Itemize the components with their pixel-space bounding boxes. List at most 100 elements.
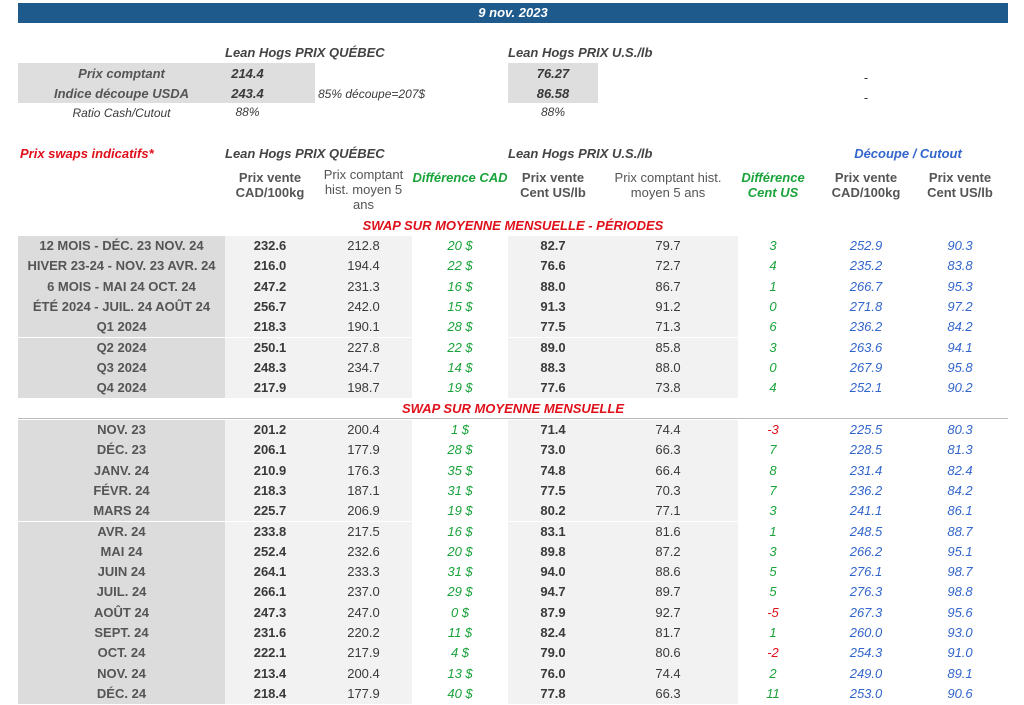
difference-us: 1 (769, 625, 777, 640)
table-row: JANV. 24 210.9 176.3 35 $ 74.8 66.4 8 231.4 82.4 (18, 460, 1008, 481)
hist-cash-us: 88.0 (598, 357, 738, 379)
summary-extra: - (863, 90, 869, 105)
cutout-cad: 253.0 (849, 685, 883, 701)
cutout-us: 89.1 (947, 665, 973, 681)
summary-note: 85% découpe=207$ (318, 87, 426, 101)
cutout-us: 81.3 (947, 442, 973, 458)
difference-cad: 16 $ (447, 278, 473, 294)
sell-price-us: 88.3 (508, 357, 598, 379)
sell-price-us: 87.9 (508, 602, 598, 623)
sell-price-cad: 256.7 (225, 296, 315, 318)
summary-quebec-title: Lean Hogs PRIX QUÉBEC (225, 45, 385, 60)
hist-cash-cad: 200.4 (315, 420, 412, 441)
sell-price-cad: 225.7 (225, 501, 315, 522)
cutout-cad: 231.4 (849, 462, 883, 478)
row-label: MARS 24 (18, 501, 225, 522)
hist-cash-us: 81.6 (598, 521, 738, 542)
cutout-us: 82.4 (947, 462, 973, 478)
table-row: JUIN 24 264.1 233.3 31 $ 94.0 88.6 5 276.1 98.7 (18, 562, 1008, 583)
difference-us: 3 (769, 503, 777, 519)
hist-cash-us: 85.8 (598, 337, 738, 358)
swaps-title: Prix swaps indicatifs* (20, 146, 154, 161)
difference-us: 1 (769, 523, 777, 539)
cutout-us: 80.3 (947, 422, 973, 437)
sell-price-us: 83.1 (508, 521, 598, 542)
hist-cash-cad: 237.0 (315, 582, 412, 603)
sell-price-us: 82.4 (508, 623, 598, 644)
summary-label: Prix comptant (78, 66, 165, 81)
row-label: JUIN 24 (18, 562, 225, 583)
table-row: JUIL. 24 266.1 237.0 29 $ 94.7 89.7 5 276.3 98.8 (18, 582, 1008, 603)
row-label: Q1 2024 (18, 317, 225, 338)
sell-price-cad: 252.4 (225, 541, 315, 563)
cutout-cad: 241.1 (849, 503, 883, 519)
sell-price-cad: 218.4 (225, 683, 315, 705)
difference-cad: 11 $ (447, 625, 473, 640)
table-row: 6 MOIS - MAI 24 OCT. 24 247.2 231.3 16 $ 88.… (18, 276, 1008, 297)
sell-price-us: 82.7 (508, 236, 598, 257)
periods-section-title: SWAP SUR MOYENNE MENSUELLE - PÉRIODES (362, 218, 664, 233)
sell-price-us: 77.5 (508, 317, 598, 338)
difference-cad: 15 $ (447, 298, 473, 314)
cutout-cad: 228.5 (849, 442, 883, 458)
cutout-us: 86.1 (947, 503, 973, 519)
cutout-cad: 235.2 (849, 258, 883, 274)
row-label: AOÛT 24 (18, 602, 225, 623)
sell-price-us: 94.7 (508, 582, 598, 603)
row-label: DÉC. 24 (18, 683, 225, 705)
hist-cash-cad: 220.2 (315, 623, 412, 644)
hist-cash-cad: 187.1 (315, 480, 412, 502)
row-label: FÉVR. 24 (18, 480, 225, 502)
cutout-cad: 266.7 (849, 278, 883, 294)
sell-price-us: 80.2 (508, 501, 598, 522)
sell-price-cad: 250.1 (225, 337, 315, 358)
sell-price-us: 77.6 (508, 378, 598, 399)
sell-price-us: 76.0 (508, 663, 598, 684)
hist-cash-cad: 176.3 (315, 460, 412, 481)
difference-cad: 0 $ (450, 604, 470, 620)
row-label: Q2 2024 (18, 337, 225, 358)
hist-cash-cad: 194.4 (315, 256, 412, 277)
summary-quebec-value: 214.4 (231, 66, 264, 81)
hist-cash-us: 74.4 (598, 663, 738, 684)
column-header: Prix comptant hist. moyen 5 ans (323, 167, 404, 212)
hist-cash-cad: 247.0 (315, 602, 412, 623)
cutout-us: 95.1 (947, 543, 973, 559)
table-row: NOV. 24 213.4 200.4 13 $ 76.0 74.4 2 249.0 89.1 (18, 663, 1008, 684)
difference-us: 4 (769, 380, 777, 396)
table-row: ÉTÉ 2024 - JUIL. 24 AOÛT 24 256.7 242.0 15 … (18, 296, 1008, 318)
table-row: Q2 2024 250.1 227.8 22 $ 89.0 85.8 3 263.6 94.1 (18, 337, 1008, 358)
difference-us: 6 (769, 319, 777, 335)
row-label: Q3 2024 (18, 357, 225, 379)
table-row: HIVER 23-24 - NOV. 23 AVR. 24 216.0 194.4 2… (18, 256, 1008, 277)
hist-cash-us: 73.8 (598, 378, 738, 399)
cutout-us: 93.0 (947, 625, 973, 640)
difference-us: 7 (769, 482, 777, 498)
hist-cash-cad: 227.8 (315, 337, 412, 358)
sell-price-us: 71.4 (508, 420, 598, 441)
sell-price-cad: 210.9 (225, 460, 315, 481)
table-row: Q1 2024 218.3 190.1 28 $ 77.5 71.3 6 236.2 84.2 (18, 317, 1008, 338)
cutout-us: 84.2 (947, 482, 973, 498)
hist-cash-cad: 177.9 (315, 683, 412, 705)
row-label: 6 MOIS - MAI 24 OCT. 24 (18, 276, 225, 297)
table-row: SEPT. 24 231.6 220.2 11 $ 82.4 81.7 1 260.0 93.0 (18, 623, 1008, 644)
cutout-cad: 260.0 (849, 625, 883, 640)
difference-us: 2 (769, 665, 777, 681)
sell-price-us: 94.0 (508, 562, 598, 583)
hist-cash-us: 92.7 (598, 602, 738, 623)
sell-price-cad: 222.1 (225, 643, 315, 664)
table-row: Q4 2024 217.9 198.7 19 $ 77.6 73.8 4 252.1 90.2 (18, 378, 1008, 399)
row-label: AVR. 24 (18, 521, 225, 542)
cutout-cad: 276.1 (849, 564, 883, 580)
hist-cash-cad: 233.3 (315, 562, 412, 583)
hist-cash-cad: 200.4 (315, 663, 412, 684)
sell-price-cad: 213.4 (225, 663, 315, 684)
difference-us: 11 (766, 685, 780, 701)
difference-cad: 4 $ (450, 645, 470, 661)
column-header: Prix vente Cent US/lb (927, 170, 993, 200)
monthly-section-title: SWAP SUR MOYENNE MENSUELLE (402, 401, 624, 416)
hist-cash-cad: 206.9 (315, 501, 412, 522)
cutout-us: 90.3 (947, 238, 973, 253)
cutout-us: 84.2 (947, 319, 973, 335)
